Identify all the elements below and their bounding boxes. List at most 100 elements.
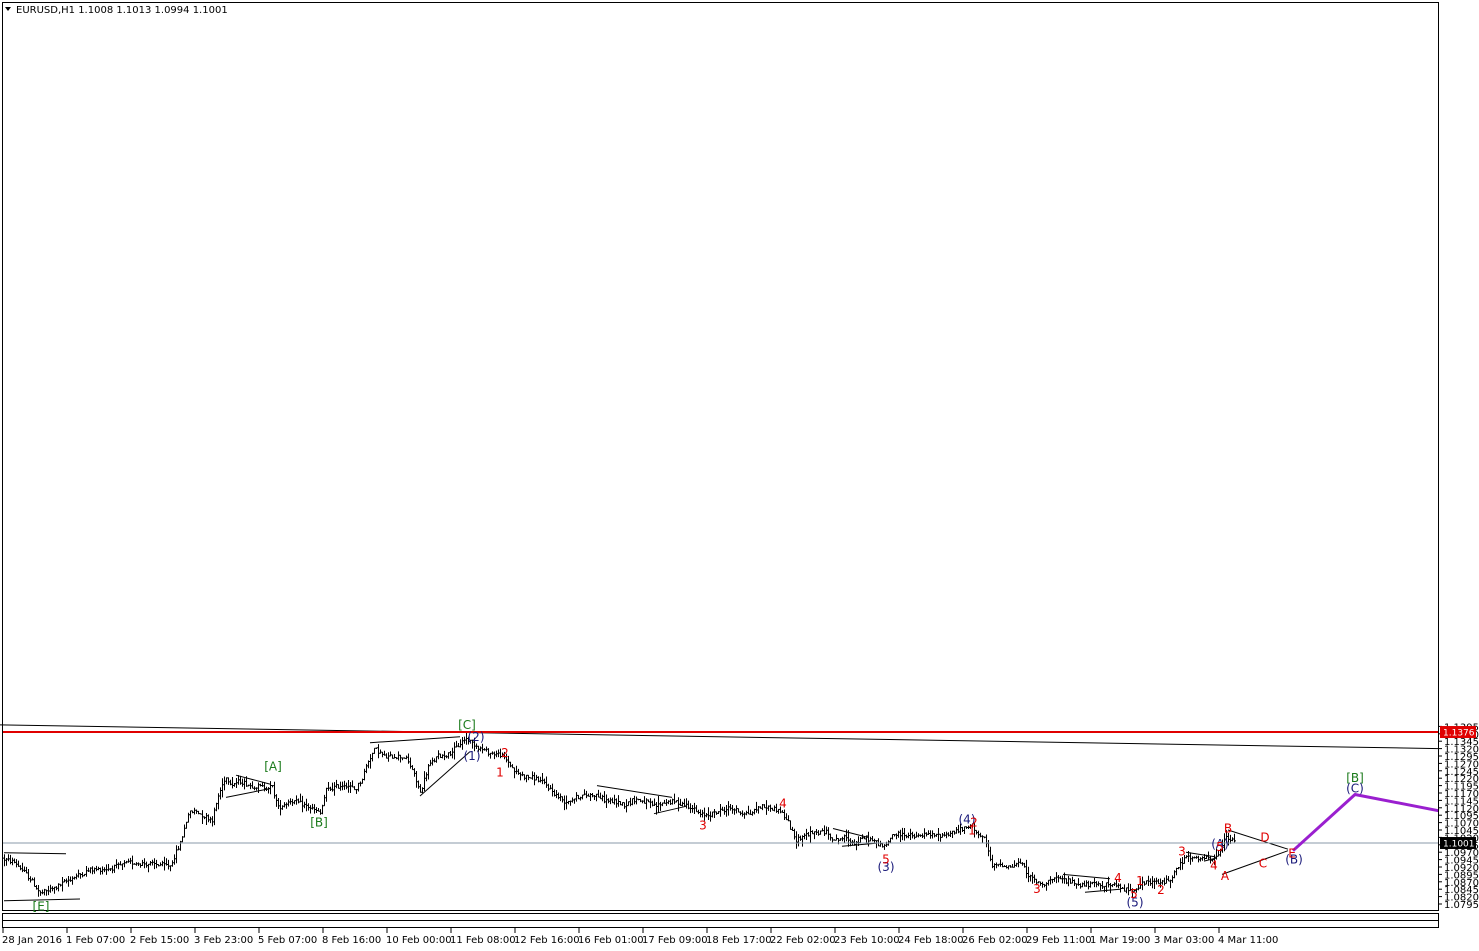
x-tick-label: 26 Feb 02:00 (962, 935, 1028, 946)
wave-label: 5 (1130, 887, 1138, 901)
x-tick-label: 23 Feb 10:00 (834, 935, 900, 946)
x-tick-label: 24 Feb 18:00 (898, 935, 964, 946)
y-tick-label: 1.1095 (1444, 811, 1479, 822)
wave-label: E (1288, 847, 1296, 861)
chart-header: EURUSD,H1 1.1008 1.1013 1.0994 1.1001 (16, 5, 228, 16)
trendline (1227, 829, 1289, 850)
y-tick-label: 1.0945 (1444, 856, 1479, 867)
trendline (1062, 873, 1111, 880)
trendline (1084, 888, 1121, 893)
trendline (1221, 850, 1289, 875)
wave-label: (1) (464, 749, 481, 763)
current-price-label: 1.1001 (1443, 840, 1475, 850)
y-tick-label: 1.0920 (1444, 863, 1479, 874)
wave-label: 4 (1210, 859, 1218, 873)
price-bars (3, 732, 1236, 898)
trendline (3, 852, 67, 855)
resistance-price-box (1440, 726, 1476, 739)
x-tick-label: 2 Feb 15:00 (130, 935, 189, 946)
x-tick-label: 12 Feb 16:00 (514, 935, 580, 946)
x-tick-label: 17 Feb 09:00 (642, 935, 708, 946)
trendline (3, 898, 81, 902)
wave-label: (A) (1211, 837, 1229, 851)
trendlines (0, 724, 1440, 902)
y-tick-label: 1.0845 (1444, 885, 1479, 896)
trendline (225, 788, 271, 798)
wave-label: [B] (1346, 771, 1364, 785)
wave-label: C (1259, 856, 1267, 870)
x-tick-label: 16 Feb 01:00 (578, 935, 644, 946)
wave-projection (1291, 793, 1440, 852)
x-tick-label: 8 Feb 16:00 (322, 935, 381, 946)
header-triangle-icon (5, 7, 11, 11)
x-tick-label: 28 Jan 2016 (2, 935, 62, 946)
wave-label: (5) (1127, 896, 1144, 910)
wave-label: D (1260, 830, 1269, 844)
y-tick-label: 1.0820 (1444, 893, 1479, 904)
price-levels (3, 731, 1438, 844)
wave-label: (B) (1285, 853, 1303, 867)
wave-label: 1 (1136, 874, 1144, 888)
wave-label: 3 (1178, 845, 1186, 859)
wave-label: 4 (779, 796, 787, 810)
x-tick-label: 22 Feb 02:00 (770, 935, 836, 946)
wave-label: A (1221, 869, 1230, 883)
wave-label: 3 (1033, 882, 1041, 896)
x-tick-label: 3 Feb 23:00 (194, 935, 253, 946)
x-tick-label: 1 Mar 19:00 (1090, 935, 1150, 946)
y-tick-label: 1.1045 (1444, 826, 1479, 837)
trendline (653, 805, 687, 815)
y-tick-label: 1.1220 (1444, 774, 1479, 785)
y-tick-label: 1.0870 (1444, 878, 1479, 889)
wave-label: 5 (882, 853, 890, 867)
y-tick-label: 1.1195 (1444, 782, 1479, 793)
y-tick-label: 1.1170 (1444, 789, 1479, 800)
wave-label: [A] (264, 759, 282, 773)
plot-frame (2, 2, 1439, 911)
wave-label: (4) (959, 813, 976, 827)
trendline (1185, 851, 1215, 858)
x-tick-label: 18 Feb 17:00 (706, 935, 772, 946)
y-tick-label: 1.1320 (1444, 745, 1479, 756)
trendline (235, 774, 271, 785)
y-tick-label: 1.1145 (1444, 796, 1479, 807)
wave-label: [B] (310, 816, 328, 830)
wave-label: [E] (33, 899, 50, 913)
trendline (419, 751, 471, 797)
x-tick-label: 3 Mar 03:00 (1154, 935, 1214, 946)
y-tick-label: 1.1120 (1444, 804, 1479, 815)
trendline (832, 828, 869, 838)
wave-label: 1 (496, 765, 504, 779)
projection-path (1291, 793, 1440, 852)
y-tick-label: 1.1295 (1444, 752, 1479, 763)
wave-label: 1 (968, 824, 976, 838)
x-tick-label: 4 Mar 11:00 (1218, 935, 1278, 946)
wave-label: 2 (501, 746, 509, 760)
wave-label: B (1224, 822, 1232, 836)
wave-label: 5 (1216, 840, 1224, 854)
y-tick-label: 1.1245 (1444, 767, 1479, 778)
wave-label: 4 (1114, 871, 1122, 885)
time-axis: 28 Jan 2016 1 Feb 07:00 2 Feb 15:00 3 Feb 2… (2, 928, 1278, 946)
trendline (1203, 857, 1217, 862)
current-price-box (1440, 837, 1476, 850)
trendline (369, 736, 461, 744)
x-tick-label: 10 Feb 00:00 (386, 935, 452, 946)
wave-label: 2 (970, 816, 978, 830)
wave-label: (2) (468, 730, 485, 744)
y-tick-label: 1.1070 (1444, 819, 1479, 830)
y-tick-label: 1.1270 (1444, 759, 1479, 770)
x-tick-label: 11 Feb 08:00 (450, 935, 516, 946)
trendline (0, 724, 1440, 750)
price-axis: 1.13951.13701.13451.13201.12951.12701.12… (1438, 3, 1479, 911)
wave-label: [C] (458, 718, 476, 732)
wave-label: (C) (1346, 782, 1364, 796)
wave-label: 2 (1157, 883, 1165, 897)
x-tick-label: 1 Feb 07:00 (66, 935, 125, 946)
resistance-price-label: 1.1376 (1443, 729, 1475, 739)
price-bar-series (3, 732, 1236, 898)
y-tick-label: 1.0970 (1444, 848, 1479, 859)
x-tick-label: 29 Feb 11:00 (1026, 935, 1092, 946)
trendline (596, 785, 673, 798)
